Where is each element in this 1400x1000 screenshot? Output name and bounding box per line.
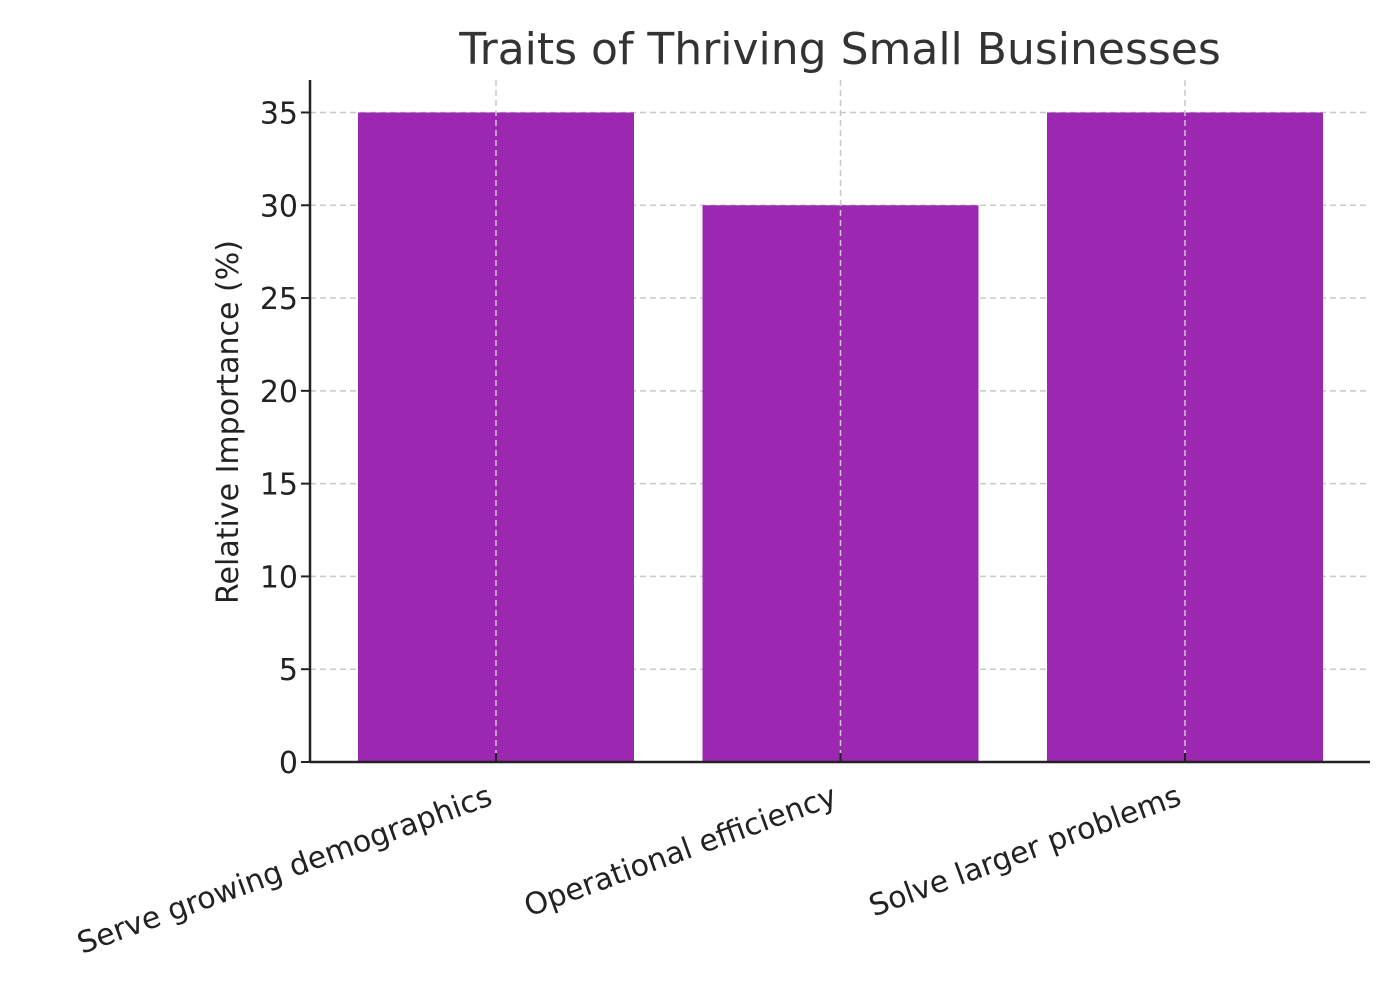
chart-title: Traits of Thriving Small Businesses: [458, 24, 1221, 75]
y-tick-label-10: 10: [260, 560, 298, 595]
y-tick-label-15: 15: [260, 468, 298, 503]
y-tick-label-0: 0: [279, 746, 298, 781]
y-tick-label-30: 30: [260, 189, 298, 224]
y-tick-label-25: 25: [260, 282, 298, 317]
y-tick-label-5: 5: [279, 653, 298, 688]
y-axis-label: Relative Importance (%): [211, 240, 246, 604]
x-tick-label-1: Operational efficiency: [520, 779, 842, 925]
y-ticks: 0 5 10 15 20 25 30 35: [260, 96, 310, 781]
x-ticks: Serve growing demographics Operational ef…: [73, 753, 1186, 961]
x-tick-label-0: Serve growing demographics: [73, 779, 497, 962]
y-tick-label-35: 35: [260, 96, 298, 131]
y-tick-label-20: 20: [260, 375, 298, 410]
x-tick-label-2: Solve larger problems: [864, 779, 1185, 924]
